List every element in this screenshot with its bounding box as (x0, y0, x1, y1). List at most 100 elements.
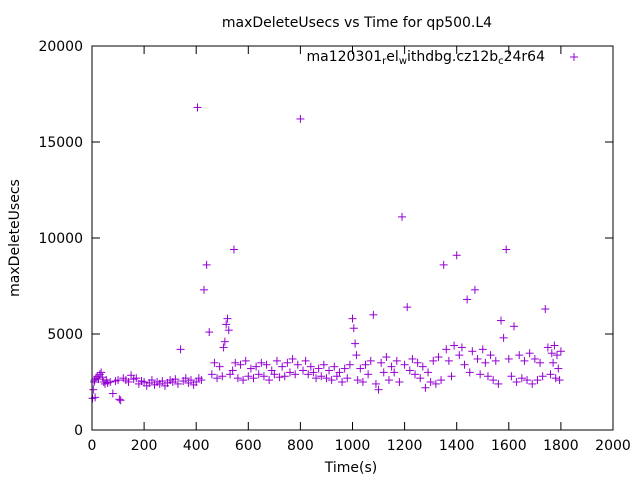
data-point (400, 360, 409, 369)
data-point (259, 372, 268, 381)
data-point (207, 370, 216, 379)
data-point (193, 103, 202, 112)
data-point (280, 372, 289, 381)
data-point (223, 314, 232, 323)
legend-label-part: r (382, 56, 387, 67)
data-point (202, 260, 211, 269)
data-point (246, 364, 255, 373)
data-point (392, 356, 401, 365)
y-tick-label: 15000 (38, 135, 83, 151)
data-point (338, 378, 347, 386)
data-point (546, 370, 555, 379)
x-tick-label: 1400 (439, 438, 475, 454)
data-point (293, 360, 302, 369)
data-point (205, 328, 214, 337)
data-point (377, 358, 386, 367)
x-tick-label: 0 (88, 438, 97, 454)
y-axis-title: maxDeleteUsecs (7, 179, 23, 297)
data-point (176, 345, 185, 354)
legend-label-part: c (498, 56, 504, 67)
data-point (418, 362, 427, 371)
data-point (314, 364, 323, 373)
data-point (106, 378, 115, 386)
data-point (173, 379, 182, 388)
data-point (403, 303, 412, 312)
data-point (371, 379, 380, 388)
data-point (147, 376, 156, 385)
data-point (481, 358, 490, 367)
x-axis: 0 200 400 600 800 1000 1200 1400 1600 1800 2000 (88, 46, 631, 454)
data-point (327, 376, 336, 385)
data-point (499, 333, 508, 342)
data-point (358, 378, 367, 386)
x-tick-label: 400 (183, 438, 210, 454)
data-point (218, 372, 227, 381)
data-point (361, 360, 370, 369)
data-point (374, 385, 383, 394)
data-point (319, 360, 328, 369)
data-point (421, 383, 430, 392)
data-point (219, 343, 228, 352)
data-point (444, 356, 453, 365)
legend-label-part: el (386, 49, 399, 65)
data-point (252, 362, 261, 371)
data-point (213, 374, 222, 383)
data-point (197, 376, 206, 385)
data-point (538, 372, 547, 381)
data-point (379, 368, 388, 377)
data-point (395, 378, 404, 386)
data-point (547, 349, 556, 358)
data-point (262, 360, 271, 369)
data-point (236, 360, 245, 369)
data-point (278, 362, 287, 371)
data-point (431, 379, 440, 388)
data-point (288, 354, 297, 363)
data-point (439, 260, 448, 269)
data-point (384, 376, 393, 385)
data-point (343, 374, 352, 383)
data-point (382, 353, 391, 362)
data-point (325, 366, 334, 375)
data-point (283, 358, 292, 367)
data-point (502, 245, 511, 254)
data-point (114, 376, 123, 385)
data-point (429, 356, 438, 365)
data-point (515, 351, 524, 360)
legend-label-part: ma120301 (307, 49, 383, 65)
plot-frame (91, 45, 614, 431)
data-point (489, 376, 498, 385)
data-point (555, 376, 564, 385)
data-point (543, 343, 552, 352)
data-point (270, 370, 279, 379)
x-tick-label: 1800 (543, 438, 579, 454)
y-tick-label: 0 (74, 423, 83, 439)
data-point (224, 326, 233, 335)
data-point (552, 351, 561, 360)
data-point (200, 285, 209, 294)
data-point (309, 368, 318, 377)
data-point (296, 114, 305, 123)
y-tick-label: 10000 (38, 231, 83, 247)
data-point (97, 368, 106, 377)
data-point (504, 354, 513, 363)
data-point (397, 212, 406, 221)
data-point (525, 349, 534, 358)
scatter-marks (88, 103, 565, 405)
data-point (171, 375, 180, 384)
data-point (257, 358, 266, 367)
data-point (554, 364, 563, 373)
data-point (549, 358, 558, 367)
data-point (437, 376, 446, 385)
data-point (468, 347, 477, 356)
data-point (434, 353, 443, 362)
data-point (533, 376, 542, 385)
data-point (483, 372, 492, 381)
data-point (186, 376, 195, 385)
data-point (476, 370, 485, 379)
data-point (411, 370, 420, 379)
x-tick-label: 1200 (387, 438, 423, 454)
x-tick-label: 2000 (595, 438, 631, 454)
data-point (222, 320, 231, 329)
data-point (408, 354, 417, 363)
